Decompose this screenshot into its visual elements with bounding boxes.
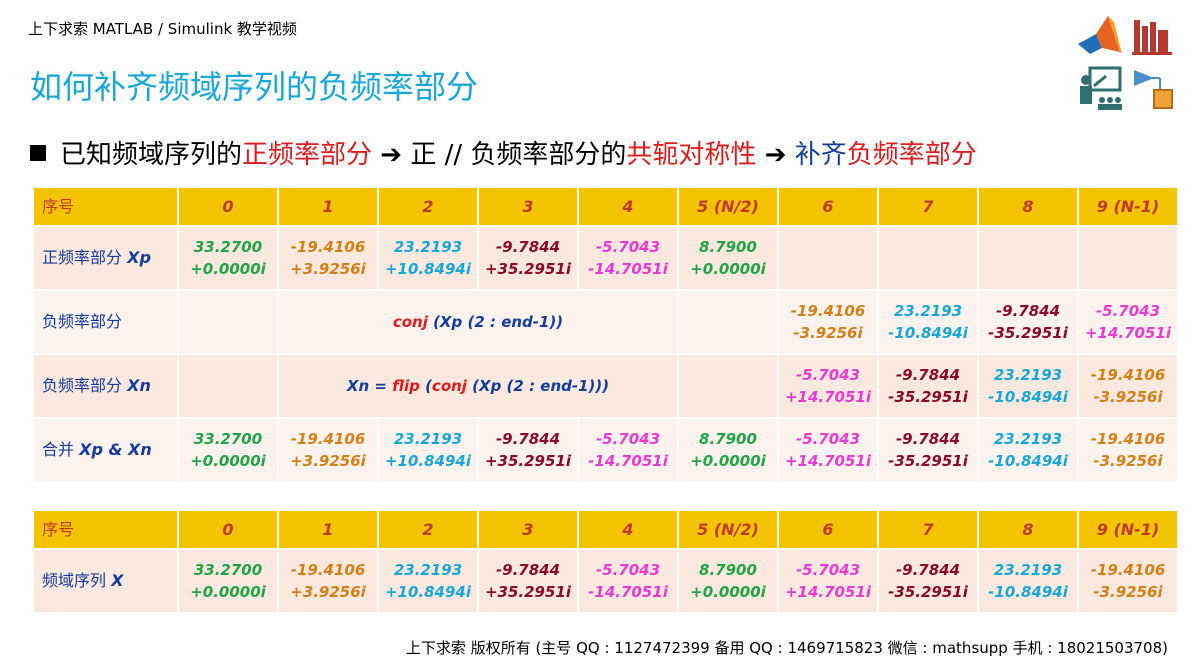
header-index: 3 bbox=[479, 188, 577, 225]
header-index: 7 bbox=[879, 188, 977, 225]
header-index: 1 bbox=[279, 188, 377, 225]
table-cell: -9.7844 -35.2951i bbox=[879, 419, 977, 481]
table-cell: -5.7043 -14.7051i bbox=[579, 419, 677, 481]
table-cell-empty bbox=[779, 227, 877, 289]
page-title: 如何补齐频域序列的负频率部分 bbox=[30, 68, 479, 106]
table-cell: -19.4106 +3.9256i bbox=[279, 419, 377, 481]
header-index: 4 bbox=[579, 188, 677, 225]
table-cell-empty bbox=[979, 227, 1077, 289]
table-header-row: 序号 0 1 2 3 4 5 (N/2) 6 7 8 9 (N-1) bbox=[34, 188, 1177, 225]
row-label-xp: 正频率部分 Xp bbox=[34, 227, 177, 289]
table-cell: 23.2193 -10.8494i bbox=[979, 419, 1077, 481]
table-cell: -9.7844 +35.2951i bbox=[479, 419, 577, 481]
row-label-xn: 负频率部分 Xn bbox=[34, 355, 177, 417]
table-main: 序号 0 1 2 3 4 5 (N/2) 6 7 8 9 (N-1) 正频率部分… bbox=[32, 186, 1179, 483]
table-cell: -19.4106 -3.9256i bbox=[1079, 419, 1177, 481]
table-row: 频域序列 X 33.2700 +0.0000i -19.4106 +3.9256i … bbox=[34, 550, 1177, 612]
headline-text-1: 已知频域序列的 bbox=[60, 140, 243, 170]
header-label: 序号 bbox=[34, 188, 177, 225]
header-index: 1 bbox=[279, 511, 377, 548]
bullet-square-icon bbox=[30, 145, 46, 161]
table-cell: -19.4106 -3.9256i bbox=[779, 291, 877, 353]
row-label-merge: 合并 Xp & Xn bbox=[34, 419, 177, 481]
table-cell: -19.4106 -3.9256i bbox=[1079, 550, 1177, 612]
header-index: 2 bbox=[379, 511, 477, 548]
arrow-right-icon: ➔ bbox=[764, 140, 787, 170]
table-cell-empty bbox=[879, 227, 977, 289]
headline-positive: 正频率部分 bbox=[242, 140, 373, 170]
header-index: 3 bbox=[479, 511, 577, 548]
header-index: 6 bbox=[779, 188, 877, 225]
library-books-icon bbox=[1132, 16, 1172, 60]
table-cell-empty bbox=[1079, 227, 1177, 289]
table-cell: 33.2700 +0.0000i bbox=[179, 227, 277, 289]
formula-conj: conj (Xp (2 : end-1)) bbox=[279, 291, 677, 353]
table-cell: -5.7043 +14.7051i bbox=[779, 550, 877, 612]
table-cell-empty bbox=[679, 291, 777, 353]
table-cell: 33.2700 +0.0000i bbox=[179, 419, 277, 481]
matlab-logo-icon bbox=[1076, 14, 1124, 62]
header-index: 8 bbox=[979, 188, 1077, 225]
table-row: 正频率部分 Xp 33.2700 +0.0000i -19.4106 +3.9256… bbox=[34, 227, 1177, 289]
table-cell: 23.2193 -10.8494i bbox=[879, 291, 977, 353]
header-index: 0 bbox=[179, 188, 277, 225]
table-cell: -5.7043 +14.7051i bbox=[779, 355, 877, 417]
header-index: 8 bbox=[979, 511, 1077, 548]
header-index: 7 bbox=[879, 511, 977, 548]
table-cell: -5.7043 +14.7051i bbox=[779, 419, 877, 481]
table-cell: 23.2193 -10.8494i bbox=[979, 550, 1077, 612]
presenter-icon bbox=[1076, 66, 1124, 116]
table-cell: -9.7844 -35.2951i bbox=[879, 550, 977, 612]
table-result: 序号 0 1 2 3 4 5 (N/2) 6 7 8 9 (N-1) 频域序列 … bbox=[32, 509, 1179, 614]
table-cell: -19.4106 +3.9256i bbox=[279, 227, 377, 289]
table-cell: -5.7043 -14.7051i bbox=[579, 227, 677, 289]
table-cell: -19.4106 +3.9256i bbox=[279, 550, 377, 612]
headline-conjugate: 共轭对称性 bbox=[626, 140, 757, 170]
icons-panel bbox=[1074, 12, 1178, 112]
table-cell-empty bbox=[179, 355, 277, 417]
arrow-right-icon: ➔ bbox=[380, 140, 403, 170]
headline-negative: 负频率部分 bbox=[846, 140, 977, 170]
header-index: 4 bbox=[579, 511, 677, 548]
headline: 已知频域序列的正频率部分 ➔ 正 // 负频率部分的共轭对称性 ➔ 补齐负频率部… bbox=[30, 134, 977, 171]
table-cell: 33.2700 +0.0000i bbox=[179, 550, 277, 612]
table-cell: -9.7844 -35.2951i bbox=[879, 355, 977, 417]
row-label-x: 频域序列 X bbox=[34, 550, 177, 612]
table-cell: -5.7043 +14.7051i bbox=[1079, 291, 1177, 353]
table-header-row: 序号 0 1 2 3 4 5 (N/2) 6 7 8 9 (N-1) bbox=[34, 511, 1177, 548]
table-cell: 23.2193 +10.8494i bbox=[379, 419, 477, 481]
table-row: 负频率部分 conj (Xp (2 : end-1)) -19.4106 -3.9… bbox=[34, 291, 1177, 353]
table-row: 合并 Xp & Xn 33.2700 +0.0000i -19.4106 +3.92… bbox=[34, 419, 1177, 481]
table-cell: -9.7844 +35.2951i bbox=[479, 550, 577, 612]
simulink-block-icon bbox=[1130, 66, 1176, 116]
footer-copyright: 上下求索 版权所有 (主号 QQ : 1127472399 备用 QQ : 14… bbox=[405, 639, 1168, 657]
header-index: 5 (N/2) bbox=[679, 188, 777, 225]
top-caption: 上下求索 MATLAB / Simulink 教学视频 bbox=[28, 20, 297, 38]
table-cell-empty bbox=[679, 355, 777, 417]
table-cell: -5.7043 -14.7051i bbox=[579, 550, 677, 612]
table-cell: 23.2193 +10.8494i bbox=[379, 227, 477, 289]
table-cell: 8.7900 +0.0000i bbox=[679, 419, 777, 481]
header-index: 0 bbox=[179, 511, 277, 548]
row-label-negative: 负频率部分 bbox=[34, 291, 177, 353]
headline-text-2: 正 // 负频率部分的 bbox=[402, 140, 627, 170]
table-cell: 23.2193 +10.8494i bbox=[379, 550, 477, 612]
table-cell: -19.4106 -3.9256i bbox=[1079, 355, 1177, 417]
table-cell-empty bbox=[179, 291, 277, 353]
table-row: 负频率部分 Xn Xn = flip (conj (Xp (2 : end-1)… bbox=[34, 355, 1177, 417]
table-cell: -9.7844 -35.2951i bbox=[979, 291, 1077, 353]
header-index: 9 (N-1) bbox=[1079, 188, 1177, 225]
table-cell: 23.2193 -10.8494i bbox=[979, 355, 1077, 417]
header-label: 序号 bbox=[34, 511, 177, 548]
table-cell: -9.7844 +35.2951i bbox=[479, 227, 577, 289]
headline-complete: 补齐 bbox=[794, 140, 847, 170]
table-cell: 8.7900 +0.0000i bbox=[679, 550, 777, 612]
header-index: 2 bbox=[379, 188, 477, 225]
table-cell: 8.7900 +0.0000i bbox=[679, 227, 777, 289]
formula-flip: Xn = flip (conj (Xp (2 : end-1))) bbox=[279, 355, 677, 417]
header-index: 9 (N-1) bbox=[1079, 511, 1177, 548]
header-index: 5 (N/2) bbox=[679, 511, 777, 548]
header-index: 6 bbox=[779, 511, 877, 548]
